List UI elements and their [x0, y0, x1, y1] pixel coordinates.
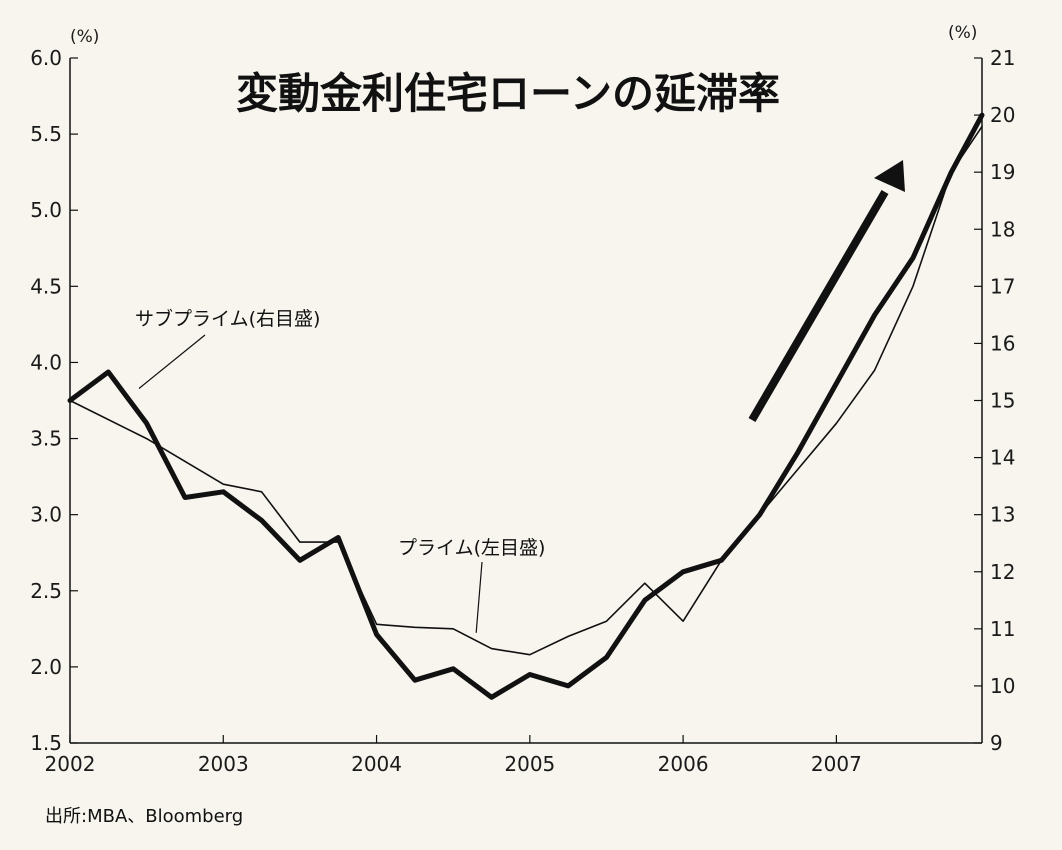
left-tick-label: 6.0	[30, 46, 62, 70]
right-tick-label: 11	[990, 617, 1015, 641]
left-tick-label: 4.0	[30, 350, 62, 374]
right-axis-unit: (%)	[948, 23, 977, 43]
left-tick-label: 5.0	[30, 198, 62, 222]
right-tick-label: 20	[990, 103, 1015, 127]
right-tick-label: 16	[990, 331, 1015, 355]
annotations: サブプライム(右目盛) プライム(左目盛)	[135, 160, 905, 633]
subprime-leader-line	[138, 334, 206, 389]
right-tick-label: 9	[990, 731, 1003, 755]
axes	[69, 57, 983, 744]
left-axis-unit: (%)	[70, 27, 99, 47]
x-tick-label: 2003	[198, 752, 249, 776]
subprime-series-line	[67, 112, 985, 700]
chart-title: 変動金利住宅ローンの延滞率	[236, 69, 780, 118]
left-tick-label: 5.5	[30, 122, 62, 146]
prime-series-line	[69, 125, 983, 656]
right-tick-label: 14	[990, 446, 1015, 470]
x-tick-label: 2006	[658, 752, 709, 776]
left-tick-label: 2.5	[30, 579, 62, 603]
source-note: 出所:MBA、Bloomberg	[45, 806, 243, 827]
left-tick-label: 3.5	[30, 427, 62, 451]
x-tick-label: 2005	[504, 752, 555, 776]
x-tick-label: 2002	[45, 752, 96, 776]
prime-leader-line	[475, 561, 483, 633]
subprime-label: サブプライム(右目盛)	[135, 307, 320, 330]
trend-arrow-shaft	[748, 189, 889, 423]
right-tick-label: 13	[990, 503, 1015, 527]
right-tick-label: 21	[990, 46, 1015, 70]
right-tick-label: 18	[990, 217, 1015, 241]
right-tick-label: 12	[990, 560, 1015, 584]
left-tick-label: 1.5	[30, 731, 62, 755]
left-tick-label: 2.0	[30, 655, 62, 679]
tick-labels: 1.5 2.0 2.5 3.0 3.5 4.0 4.5 5.0 5.5 6.0 9 10 11 12 13 1…	[30, 46, 1015, 776]
right-tick-label: 15	[990, 389, 1015, 413]
right-tick-label: 17	[990, 274, 1015, 298]
trend-arrow-head	[874, 160, 905, 192]
right-tick-label: 19	[990, 160, 1015, 184]
prime-label: プライム(左目盛)	[398, 537, 545, 559]
series-lines	[67, 112, 985, 700]
left-tick-label: 4.5	[30, 274, 62, 298]
x-tick-label: 2007	[811, 752, 862, 776]
right-tick-label: 10	[990, 674, 1015, 698]
x-tick-label: 2004	[351, 752, 402, 776]
left-tick-label: 3.0	[30, 503, 62, 527]
